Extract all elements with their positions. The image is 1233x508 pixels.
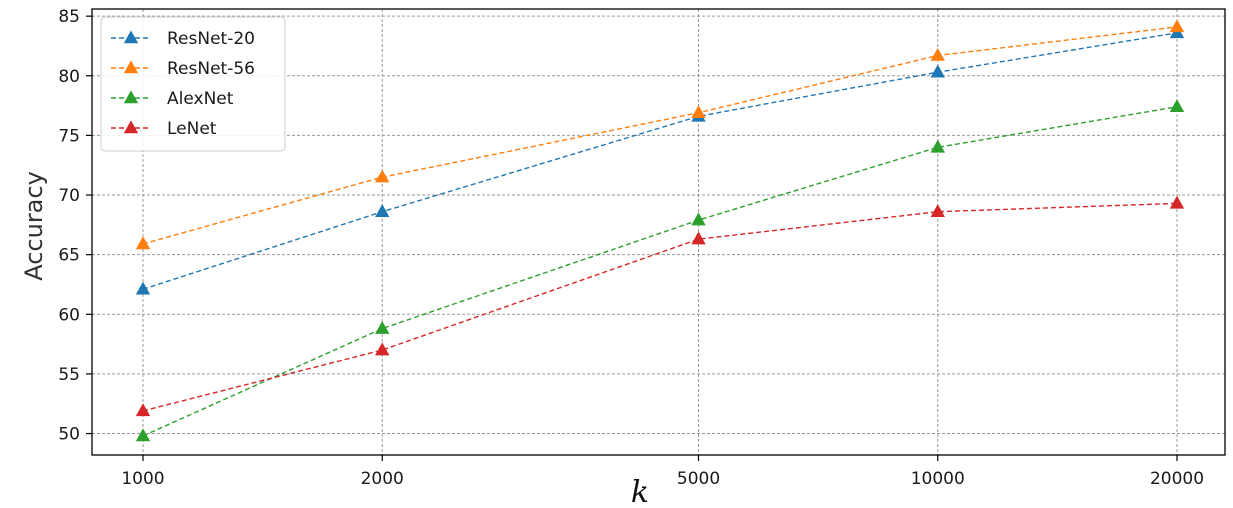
y-tick-label: 80: [58, 67, 80, 87]
legend: ResNet-20 ResNet-56 AlexNet LeNet: [100, 16, 286, 152]
x-tick-label: 10000: [911, 469, 965, 489]
legend-item: ResNet-56: [111, 59, 255, 79]
axis-ticks: 50 55 60 65 70 75 80 85 1000 2000 5000 10000 20000: [58, 7, 1204, 489]
data-point: [375, 342, 390, 356]
series-layer: [135, 19, 1185, 442]
y-tick-label: 55: [58, 365, 80, 385]
data-point: [135, 236, 151, 250]
y-tick-label: 70: [58, 186, 80, 206]
data-point: [1169, 195, 1185, 209]
x-tick-label: 20000: [1150, 469, 1204, 489]
legend-marker: [123, 30, 139, 44]
data-point: [375, 204, 390, 218]
data-point: [375, 169, 390, 183]
y-axis-label: Accuracy: [20, 171, 48, 281]
legend-marker: [123, 60, 139, 74]
data-point: [1169, 99, 1185, 113]
legend-label: ResNet-20: [167, 29, 255, 49]
data-point: [691, 105, 706, 119]
data-point: [135, 281, 151, 295]
y-tick-label: 65: [58, 246, 80, 266]
legend-item: ResNet-20: [111, 29, 255, 49]
plot-frame: [91, 8, 1226, 456]
series-resnet-56: [135, 19, 1185, 250]
legend-item: LeNet: [111, 119, 217, 139]
y-tick-label: 85: [58, 7, 80, 27]
series-lenet: [135, 195, 1185, 417]
legend-label: ResNet-56: [167, 59, 255, 79]
series-resnet-20: [135, 25, 1185, 295]
legend-label: AlexNet: [167, 89, 234, 109]
legend-label: LeNet: [167, 119, 217, 139]
legend-box: [100, 16, 286, 152]
data-point: [930, 47, 945, 61]
y-tick-label: 60: [58, 305, 80, 325]
data-point: [375, 320, 390, 334]
data-point: [1169, 19, 1185, 33]
data-point: [930, 204, 945, 218]
series-line: [142, 106, 1178, 437]
grid-lines: [92, 9, 1225, 455]
legend-item: AlexNet: [111, 89, 234, 109]
data-point: [930, 64, 945, 78]
data-point: [135, 428, 151, 442]
x-tick-label: 2000: [361, 469, 404, 489]
x-tick-label: 5000: [677, 469, 720, 489]
y-tick-label: 50: [58, 425, 80, 445]
legend-marker: [123, 90, 139, 104]
series-line: [142, 32, 1178, 290]
data-point: [691, 212, 706, 226]
data-point: [135, 403, 151, 417]
legend-marker: [123, 120, 139, 134]
x-axis-label: k: [631, 475, 649, 508]
data-point: [691, 231, 706, 245]
series-line: [142, 202, 1178, 412]
series-alexnet: [135, 99, 1185, 442]
x-tick-label: 1000: [121, 469, 164, 489]
y-tick-label: 75: [58, 126, 80, 146]
data-point: [930, 139, 945, 153]
